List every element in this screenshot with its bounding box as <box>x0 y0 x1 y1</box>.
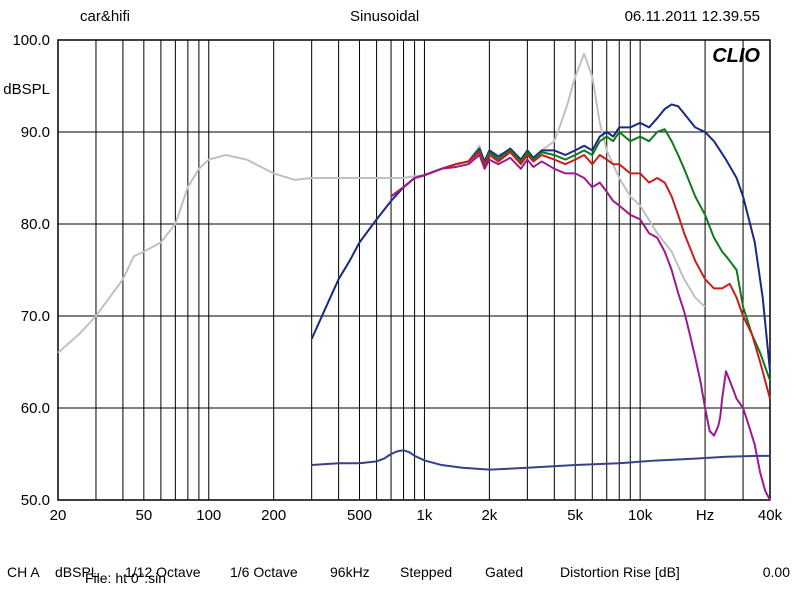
frequency-response-chart: 50.0 60.0 70.0 80.0 90.0 100.0 dBSPL 20 50 100 200… <box>0 30 800 540</box>
footer-stepped: Stepped <box>400 564 452 580</box>
footer-val: 0.00 <box>763 564 790 580</box>
header-left: car&hifi <box>80 8 130 25</box>
svg-text:10k: 10k <box>628 507 653 524</box>
svg-text:200: 200 <box>261 507 286 524</box>
footer-dist: Distortion Rise [dB] <box>560 564 680 580</box>
footer-rate: 96kHz <box>330 564 370 580</box>
svg-text:5k: 5k <box>567 507 583 524</box>
svg-text:90.0: 90.0 <box>21 124 50 141</box>
svg-text:80.0: 80.0 <box>21 216 50 233</box>
svg-text:70.0: 70.0 <box>21 308 50 325</box>
footer-gated: Gated <box>485 564 523 580</box>
footer-file: File: ht 0°.sin <box>85 570 166 586</box>
svg-text:dBSPL: dBSPL <box>3 81 50 98</box>
svg-text:40k: 40k <box>758 507 783 524</box>
footer-ch: CH A <box>7 564 40 580</box>
svg-text:2k: 2k <box>481 507 497 524</box>
svg-text:100.0: 100.0 <box>12 32 50 49</box>
header-center: Sinusoidal <box>350 8 419 25</box>
header-right: 06.11.2011 12.39.55 <box>625 8 760 25</box>
svg-text:CLIO: CLIO <box>712 45 760 67</box>
svg-text:50.0: 50.0 <box>21 492 50 509</box>
svg-text:50: 50 <box>135 507 152 524</box>
svg-text:100: 100 <box>196 507 221 524</box>
svg-text:60.0: 60.0 <box>21 400 50 417</box>
svg-text:20: 20 <box>50 507 67 524</box>
svg-text:1k: 1k <box>417 507 433 524</box>
footer-oct6: 1/6 Octave <box>230 564 298 580</box>
svg-text:Hz: Hz <box>696 507 714 524</box>
svg-text:500: 500 <box>347 507 372 524</box>
